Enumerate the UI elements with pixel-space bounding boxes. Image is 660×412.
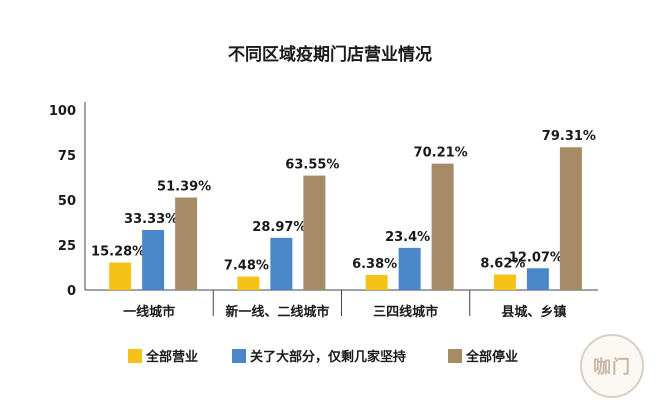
- data-label: 6.38%: [352, 257, 397, 272]
- bar: [237, 276, 260, 290]
- legend-swatch-all-open: [128, 348, 142, 363]
- bar: [365, 274, 388, 290]
- legend-label-mostly-closed: 关了大部分，仅剩几家坚持: [250, 350, 407, 365]
- bar: [109, 262, 132, 290]
- data-label: 12.07%: [509, 250, 563, 265]
- legend-item-all-open: 全部营业: [128, 346, 198, 365]
- x-category-label: 县城、乡镇: [501, 304, 566, 320]
- bar: [526, 268, 549, 290]
- data-label: 51.39%: [157, 179, 211, 194]
- data-label: 33.33%: [124, 212, 178, 227]
- bar: [398, 247, 421, 290]
- legend-label-all-closed: 全部停业: [466, 350, 519, 365]
- y-tick-label: 25: [58, 239, 76, 254]
- data-label: 63.55%: [285, 158, 339, 173]
- data-label: 8.62%: [480, 256, 525, 271]
- data-label: 15.28%: [91, 244, 145, 259]
- legend-item-mostly-closed: 关了大部分，仅剩几家坚持: [232, 346, 406, 365]
- bar: [270, 237, 293, 290]
- data-label: 79.31%: [542, 129, 596, 144]
- data-label: 23.4%: [385, 230, 430, 245]
- bar: [175, 197, 198, 290]
- y-tick-label: 100: [49, 104, 76, 119]
- y-tick-label: 0: [67, 284, 76, 299]
- bar: [493, 274, 516, 290]
- x-category-label: 三四线城市: [373, 304, 438, 320]
- data-label: 7.48%: [224, 259, 269, 274]
- bar: [303, 175, 326, 290]
- legend-item-all-closed: 全部停业: [448, 346, 518, 365]
- y-tick-label: 75: [58, 149, 76, 164]
- x-category-label: 一线城市: [123, 304, 175, 320]
- x-category-label: 新一线、二线城市: [225, 304, 329, 320]
- brand-watermark-logo: 咖门: [580, 334, 644, 398]
- legend-swatch-mostly-closed: [232, 348, 246, 363]
- y-tick-label: 50: [58, 194, 76, 209]
- data-label: 28.97%: [252, 220, 306, 235]
- legend-swatch-all-closed: [448, 348, 462, 363]
- legend-label-all-open: 全部营业: [146, 350, 199, 365]
- bar: [431, 163, 454, 290]
- legend: 全部营业 关了大部分，仅剩几家坚持 全部停业: [0, 346, 660, 370]
- bar: [142, 230, 165, 290]
- bar: [559, 147, 582, 290]
- chart-title: 不同区域疫期门店营业情况: [228, 45, 432, 65]
- data-label: 70.21%: [414, 146, 468, 161]
